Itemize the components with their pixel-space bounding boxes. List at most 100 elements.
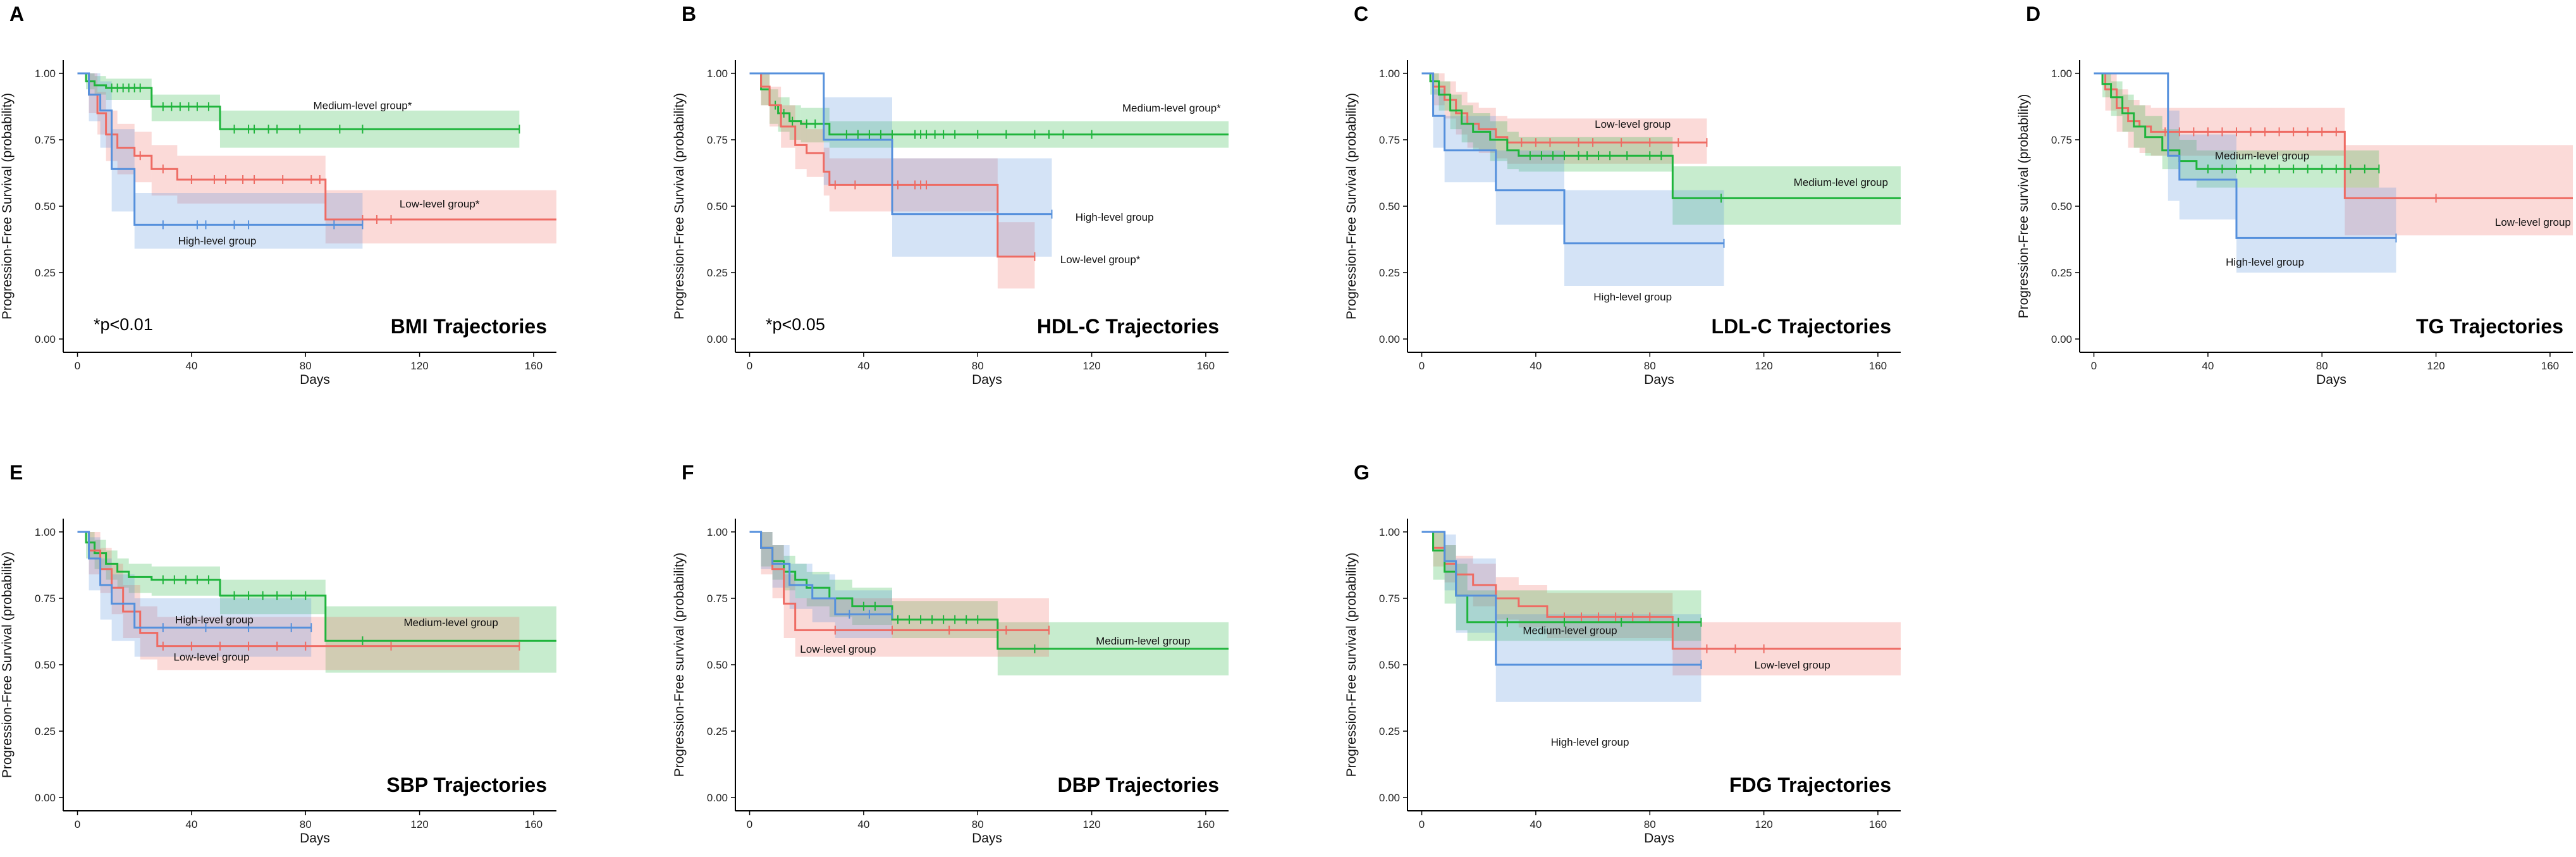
y-axis-title: Progression-Free survival (probability) [1344, 553, 1359, 777]
chart-title: LDL-C Trajectories [1711, 315, 1891, 338]
group-label-low: Low-level group* [1060, 254, 1141, 266]
ci-band-low [2345, 145, 2573, 236]
y-tick-label: 0.75 [35, 134, 56, 146]
group-label-high: High-level group [1076, 211, 1154, 223]
km-curve-low [1421, 531, 1901, 650]
ci-band-high [111, 129, 135, 212]
y-axis-title: Progression-Free survival (probability) [2016, 94, 2031, 319]
ci-band-low [157, 617, 520, 670]
y-tick-label: 0.75 [35, 593, 56, 605]
y-tick-label: 1.00 [707, 526, 728, 538]
y-axis-title: Progression-Free Survival (probability) [672, 93, 687, 319]
km-curve-low [749, 72, 1035, 258]
x-tick-label: 40 [857, 360, 869, 372]
panel-letter: D [2026, 3, 2040, 25]
y-axis-title: Progression-Free Survival (probability) [0, 552, 15, 778]
ci-band-high [2179, 134, 2236, 219]
panel-g: G Low-level group Medium-level group High-l… [1344, 461, 1901, 846]
ci-band-medium [761, 532, 773, 567]
ci-band-medium [151, 94, 220, 121]
ci-band-medium [789, 105, 801, 140]
ci-band-medium [2102, 73, 2111, 97]
x-axis-title: Days [972, 373, 1002, 387]
x-tick-label: 0 [1419, 360, 1425, 372]
ci-band-medium [770, 89, 778, 124]
ci-band-medium [795, 564, 807, 598]
ci-band-medium [1490, 121, 1507, 161]
panel-a: A Medium-level group* Low-level group* High… [0, 3, 556, 387]
x-tick-label: 120 [410, 818, 428, 830]
ci-band-low [134, 132, 152, 183]
x-tick-label: 80 [972, 360, 984, 372]
panel-b: B Medium-level group* Low-level group* High… [672, 3, 1229, 387]
km-curve-high [1421, 531, 1702, 666]
ci-band-low [100, 548, 112, 593]
ci-band-low [783, 574, 795, 638]
ci-band-medium [1444, 545, 1456, 604]
ci-band-high [761, 532, 773, 569]
chart-title: HDL-C Trajectories [1037, 315, 1219, 338]
x-tick-label: 120 [2427, 360, 2444, 372]
ci-band-low [1547, 593, 1673, 638]
x-tick-label: 160 [1197, 360, 1215, 372]
p-value: *p<0.05 [766, 315, 825, 334]
panel-letter: E [9, 461, 23, 484]
ci-band-high [1564, 190, 1724, 286]
km-curve-high [77, 531, 312, 629]
x-tick-label: 160 [1869, 818, 1887, 830]
ci-band-medium [1433, 532, 1445, 580]
ci-band-medium [772, 545, 784, 580]
x-tick-label: 40 [185, 360, 197, 372]
y-tick-label: 0.00 [707, 792, 728, 804]
ci-band-medium [806, 572, 830, 607]
y-tick-label: 1.00 [35, 68, 56, 80]
ci-band-low [761, 532, 773, 575]
x-tick-label: 80 [1644, 360, 1656, 372]
ci-band-low [1433, 532, 1445, 567]
km-curve-medium [2094, 72, 2379, 170]
y-tick-label: 0.25 [1379, 725, 1400, 737]
km-curve-low [77, 531, 520, 648]
group-label-high: High-level group [1551, 736, 1629, 748]
x-tick-label: 0 [1419, 818, 1425, 830]
x-tick-label: 120 [1083, 818, 1100, 830]
x-tick-label: 120 [1755, 360, 1772, 372]
y-tick-label: 0.00 [1379, 333, 1400, 345]
chart-title: FDG Trajectories [1729, 774, 1891, 796]
ci-band-high [892, 158, 1052, 257]
y-tick-label: 1.00 [1379, 68, 1400, 80]
y-axis-title: Progression-Free Survival (probability) [1344, 93, 1359, 319]
ci-band-medium [1672, 166, 1901, 225]
y-tick-label: 0.00 [35, 333, 56, 345]
x-tick-label: 160 [525, 360, 543, 372]
panel-letter: C [1354, 3, 1368, 25]
x-axis-title: Days [1644, 373, 1674, 387]
x-axis-title: Days [300, 373, 330, 387]
group-label-medium: Medium-level group [2215, 150, 2309, 162]
y-tick-label: 0.75 [2051, 134, 2072, 146]
ci-band-medium [2145, 116, 2162, 156]
y-tick-label: 0.75 [1379, 134, 1400, 146]
x-tick-label: 0 [747, 818, 752, 830]
ci-band-medium [106, 550, 118, 580]
x-tick-label: 40 [857, 818, 869, 830]
x-tick-label: 0 [75, 360, 80, 372]
group-label-low: Low-level group [2495, 216, 2571, 228]
y-tick-label: 0.50 [1379, 659, 1400, 671]
y-axis-title: Progression-Free survival (probability) [672, 553, 687, 777]
y-tick-label: 0.00 [35, 792, 56, 804]
group-label-high: High-level group [1593, 291, 1672, 303]
p-value: *p<0.01 [94, 315, 153, 334]
group-label-high: High-level group [178, 235, 257, 247]
ci-band-high [1444, 116, 1496, 183]
y-tick-label: 0.25 [2051, 267, 2072, 279]
y-tick-label: 0.25 [35, 267, 56, 279]
ci-band-high [1495, 150, 1564, 225]
km-curve-medium [77, 72, 520, 130]
x-tick-label: 40 [185, 818, 197, 830]
x-tick-label: 80 [972, 818, 984, 830]
x-axis-title: Days [1644, 831, 1674, 846]
ci-band-high [823, 97, 892, 185]
x-tick-label: 120 [1755, 818, 1772, 830]
